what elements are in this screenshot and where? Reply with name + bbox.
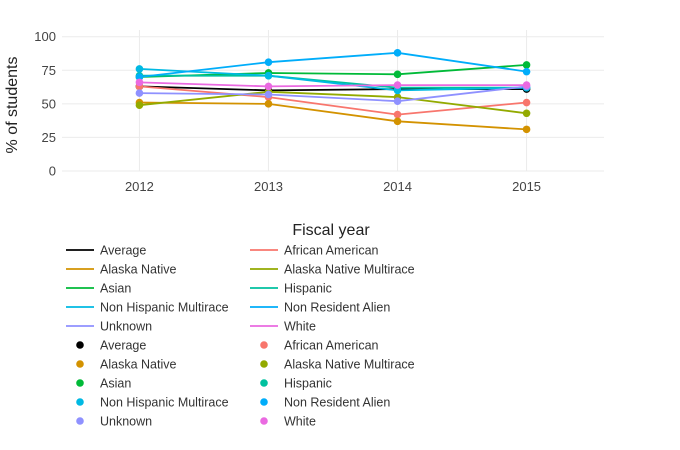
legend-line-label: African American: [284, 244, 379, 258]
data-point: [522, 61, 531, 69]
data-point: [264, 100, 273, 108]
series-points: [135, 49, 531, 134]
data-point: [393, 97, 402, 105]
y-tick-label: 25: [42, 130, 56, 145]
legend-point-label: Hispanic: [284, 377, 332, 391]
legend-point-key: [76, 417, 84, 425]
legend-point-key: [260, 398, 268, 406]
data-point: [522, 81, 531, 89]
legend-point-key: [260, 341, 268, 349]
series-lines: [139, 51, 527, 131]
legend-line-label: Non Resident Alien: [284, 301, 390, 315]
legend-point-label: African American: [284, 339, 379, 353]
series-line: [139, 74, 527, 89]
legend-point-key: [76, 341, 84, 349]
legend-line-label: Alaska Native Multirace: [284, 263, 415, 277]
x-tick-label: 2014: [383, 179, 412, 194]
data-point: [393, 110, 402, 119]
data-point: [393, 86, 402, 95]
x-axis-title: Fiscal year: [292, 222, 370, 239]
legend-point-label: Non Hispanic Multirace: [100, 396, 229, 410]
x-tick-labels: 2012 2013 2014 2015: [125, 179, 541, 194]
data-point: [135, 101, 144, 109]
data-point: [135, 78, 144, 87]
y-tick-label: 50: [42, 96, 56, 111]
y-tick-label: 75: [42, 63, 56, 78]
data-point: [522, 125, 531, 134]
data-point: [522, 109, 531, 118]
legend-point-key: [76, 360, 84, 368]
legend-point-label: Non Resident Alien: [284, 396, 390, 410]
data-point: [135, 89, 144, 97]
series-line: [139, 68, 527, 92]
legend-point-label: Alaska Native: [100, 358, 176, 372]
legend: Average African American Alaska Native Alas…: [66, 244, 415, 429]
y-tick-labels: 0 25 50 75 100: [34, 29, 56, 178]
series-line: [139, 51, 527, 78]
legend-point-key: [260, 379, 268, 387]
series-line: [139, 90, 527, 115]
legend-point-label: White: [284, 415, 316, 429]
series-line: [139, 85, 527, 103]
legend-point-key: [76, 398, 84, 406]
legend-line-label: Unknown: [100, 320, 152, 334]
y-tick-label: 100: [34, 29, 56, 44]
y-tick-label: 0: [49, 164, 56, 179]
x-tick-label: 2012: [125, 179, 154, 194]
data-point: [393, 81, 402, 89]
legend-line-label: Average: [100, 244, 146, 258]
legend-line-label: Hispanic: [284, 282, 332, 296]
data-point: [264, 58, 273, 67]
data-point: [522, 98, 531, 107]
data-point: [393, 70, 402, 79]
legend-point-label: Asian: [100, 377, 131, 391]
series-line: [139, 81, 527, 88]
x-tick-label: 2015: [512, 179, 541, 194]
series-line: [139, 85, 527, 116]
legend-point-label: Alaska Native Multirace: [284, 358, 415, 372]
legend-line-label: Alaska Native: [100, 263, 176, 277]
legend-point-key: [76, 379, 84, 387]
data-point: [264, 71, 273, 80]
legend-line-label: Asian: [100, 282, 131, 296]
data-point: [264, 90, 273, 99]
legend-line-label: Non Hispanic Multirace: [100, 301, 229, 315]
legend-point-label: Unknown: [100, 415, 152, 429]
x-tick-label: 2013: [254, 179, 283, 194]
grid-lines: [62, 30, 604, 172]
data-point: [522, 67, 531, 76]
data-point: [393, 117, 402, 126]
data-point: [264, 82, 273, 91]
data-point: [135, 73, 144, 81]
data-point: [393, 49, 402, 57]
legend-line-label: White: [284, 320, 316, 334]
data-point: [135, 65, 144, 73]
y-axis-title: % of students: [4, 57, 21, 154]
legend-point-key: [260, 417, 268, 425]
legend-point-key: [260, 360, 268, 368]
series-line: [139, 101, 527, 131]
legend-point-label: Average: [100, 339, 146, 353]
